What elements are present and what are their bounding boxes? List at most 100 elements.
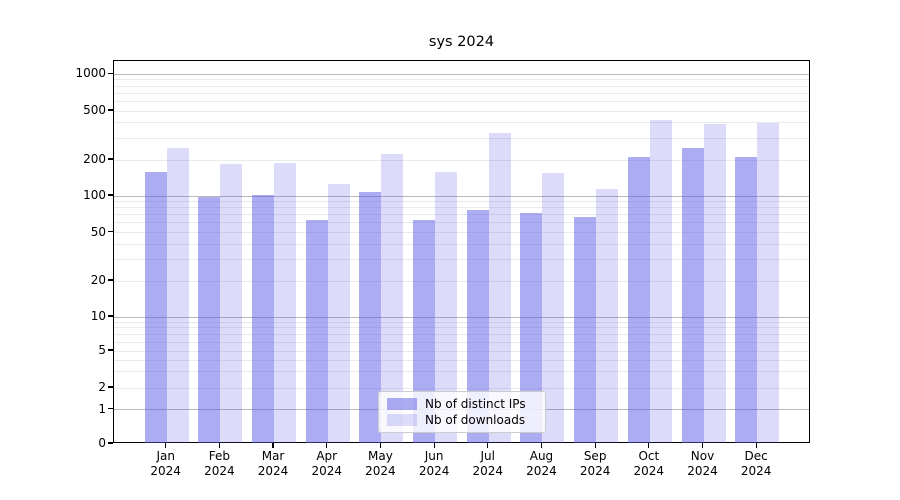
gridline-20 — [114, 280, 809, 282]
bar-may-distinct-ips — [359, 192, 382, 443]
legend-swatch-distinct-ips — [387, 398, 417, 410]
x-tick-label-aug: Aug 2024 — [526, 449, 557, 478]
bar-jan-distinct-ips — [144, 171, 167, 443]
gridlines-layer — [114, 61, 809, 442]
bar-jul-distinct-ips — [466, 210, 489, 443]
x-tick-label-mar: Mar 2024 — [257, 449, 289, 478]
gridline-50 — [114, 232, 809, 233]
bar-jun-distinct-ips — [413, 219, 436, 443]
gridline-2 — [114, 387, 809, 389]
x-tick-mark-apr — [326, 443, 328, 448]
gridline-6 — [114, 341, 809, 343]
gridline-40 — [114, 243, 809, 245]
y-tick-label-10: 10 — [90, 309, 106, 323]
y-tick-mark-2 — [108, 386, 113, 388]
bar-may-downloads — [381, 153, 404, 443]
y-tick-label-5: 5 — [98, 343, 106, 357]
bar-mar-downloads — [274, 162, 297, 443]
y-tick-mark-1 — [108, 407, 113, 410]
bar-aug-downloads — [542, 172, 565, 443]
x-tick-label-jan: Jan 2024 — [150, 449, 181, 478]
bar-jan-downloads — [166, 148, 189, 443]
x-tick-mark-jun — [433, 443, 435, 448]
gridline-700 — [114, 92, 809, 94]
bar-nov-distinct-ips — [681, 148, 704, 443]
y-tick-label-0: 0 — [98, 436, 106, 450]
legend-item-distinct-ips: Nb of distinct IPs — [387, 397, 537, 411]
x-tick-mark-mar — [272, 443, 274, 448]
gridline-9 — [114, 321, 809, 323]
y-tick-mark-50 — [108, 230, 113, 233]
x-tick-label-dec: Dec 2024 — [740, 449, 772, 478]
bar-jun-downloads — [435, 171, 458, 443]
gridline-1000 — [114, 73, 809, 75]
gridline-30 — [114, 259, 809, 261]
gridline-900 — [114, 79, 809, 81]
bar-oct-downloads — [649, 120, 672, 443]
gridline-70 — [114, 214, 809, 216]
y-tick-label-2: 2 — [98, 380, 106, 394]
gridline-800 — [114, 85, 809, 87]
bar-nov-downloads — [703, 124, 726, 443]
bar-feb-downloads — [220, 164, 243, 443]
x-tick-mark-jul — [487, 443, 489, 448]
y-tick-label-100: 100 — [83, 188, 106, 202]
gridline-100 — [114, 195, 809, 197]
x-tick-label-sep: Sep 2024 — [579, 449, 611, 478]
bar-apr-distinct-ips — [305, 219, 328, 443]
bar-jul-downloads — [488, 133, 511, 443]
x-tick-mark-oct — [648, 443, 650, 448]
gridline-10 — [114, 316, 809, 318]
bar-sep-downloads — [596, 188, 619, 443]
gridline-5 — [114, 350, 809, 352]
x-tick-mark-feb — [218, 443, 220, 448]
x-tick-mark-may — [379, 443, 381, 448]
y-tick-mark-0 — [108, 442, 113, 444]
legend: Nb of distinct IPs Nb of downloads — [378, 391, 546, 433]
gridline-60 — [114, 222, 809, 224]
legend-label-distinct-ips: Nb of distinct IPs — [425, 397, 526, 411]
x-tick-mark-jan — [165, 443, 167, 448]
gridline-500 — [114, 110, 809, 112]
bar-dec-downloads — [757, 122, 780, 443]
bar-dec-distinct-ips — [735, 156, 758, 443]
y-tick-label-50: 50 — [90, 224, 106, 239]
gridline-7 — [114, 333, 809, 335]
gridline-80 — [114, 207, 809, 209]
gridline-8 — [114, 327, 809, 329]
bar-mar-distinct-ips — [252, 195, 275, 443]
bar-oct-distinct-ips — [627, 157, 650, 443]
x-tick-label-apr: Apr 2024 — [311, 449, 342, 478]
gridline-300 — [114, 137, 809, 139]
x-tick-mark-aug — [540, 443, 543, 448]
y-tick-mark-500 — [108, 109, 113, 111]
chart-title: sys 2024 — [428, 34, 495, 50]
y-tick-mark-10 — [108, 315, 113, 317]
y-tick-mark-200 — [108, 158, 113, 160]
y-tick-label-1: 1 — [98, 401, 106, 416]
y-tick-mark-100 — [108, 194, 113, 196]
bar-sep-distinct-ips — [574, 217, 597, 443]
y-tick-label-1000: 1000 — [75, 66, 106, 81]
gridline-90 — [114, 201, 809, 203]
y-tick-mark-5 — [108, 349, 113, 351]
bar-apr-downloads — [327, 184, 350, 443]
plot-area — [113, 60, 810, 443]
x-tick-mark-dec — [755, 443, 757, 448]
x-tick-label-may: May 2024 — [365, 449, 396, 478]
gridline-600 — [114, 100, 809, 102]
y-tick-label-500: 500 — [83, 103, 106, 117]
gridline-200 — [114, 159, 809, 161]
legend-item-downloads: Nb of downloads — [387, 413, 537, 427]
x-tick-mark-sep — [594, 443, 596, 448]
gridline-400 — [114, 122, 809, 124]
legend-label-downloads: Nb of downloads — [425, 413, 526, 427]
bars-layer — [114, 61, 809, 443]
y-tick-mark-1000 — [108, 72, 113, 74]
x-tick-label-nov: Nov 2024 — [687, 449, 718, 478]
x-tick-label-jun: Jun 2024 — [418, 449, 450, 478]
y-tick-label-20: 20 — [90, 273, 106, 287]
legend-swatch-downloads — [387, 414, 417, 426]
y-tick-label-200: 200 — [83, 152, 106, 166]
